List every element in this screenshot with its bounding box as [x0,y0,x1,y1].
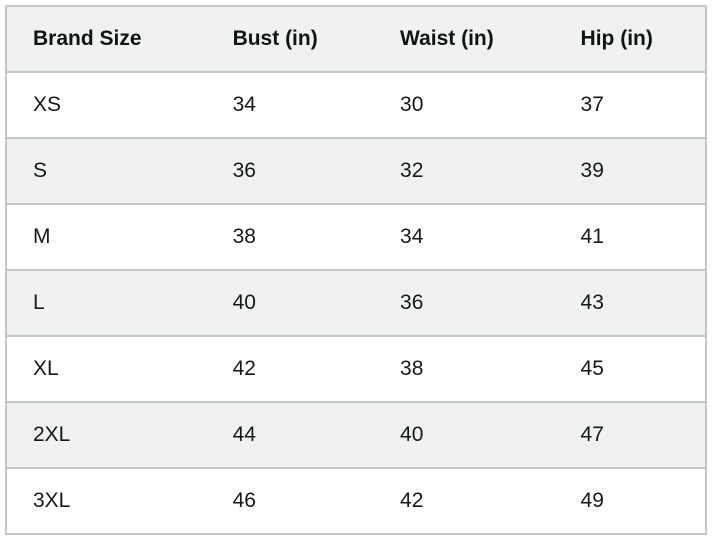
size-chart-container: Brand Size Bust (in) Waist (in) Hip (in)… [5,5,707,535]
cell-bust: 38 [206,203,375,270]
cell-waist: 40 [374,401,555,468]
table-row-xs: XS 34 30 37 [6,71,706,138]
size-chart-body: XS 34 30 37 S 36 32 39 M 38 34 41 L 40 3… [6,71,706,534]
cell-waist: 42 [374,467,555,534]
table-row-3xl: 3XL 46 42 49 [6,467,706,534]
cell-hip: 39 [554,137,706,204]
cell-size: L [6,269,207,336]
cell-waist: 32 [374,137,555,204]
header-row: Brand Size Bust (in) Waist (in) Hip (in) [6,6,706,72]
table-row-m: M 38 34 41 [6,203,706,270]
column-header-bust: Bust (in) [206,6,375,72]
cell-waist: 30 [374,71,555,138]
table-row-2xl: 2XL 44 40 47 [6,401,706,468]
column-header-hip: Hip (in) [554,6,706,72]
table-row-l: L 40 36 43 [6,269,706,336]
cell-bust: 34 [206,71,375,138]
size-chart-header: Brand Size Bust (in) Waist (in) Hip (in) [6,6,706,72]
cell-hip: 47 [554,401,706,468]
cell-hip: 37 [554,71,706,138]
cell-bust: 44 [206,401,375,468]
cell-hip: 43 [554,269,706,336]
cell-hip: 49 [554,467,706,534]
cell-size: 3XL [6,467,207,534]
cell-waist: 36 [374,269,555,336]
cell-waist: 38 [374,335,555,402]
cell-waist: 34 [374,203,555,270]
column-header-waist: Waist (in) [374,6,555,72]
cell-hip: 45 [554,335,706,402]
cell-size: 2XL [6,401,207,468]
table-row-xl: XL 42 38 45 [6,335,706,402]
cell-size: XS [6,71,207,138]
cell-hip: 41 [554,203,706,270]
table-row-s: S 36 32 39 [6,137,706,204]
size-chart-table: Brand Size Bust (in) Waist (in) Hip (in)… [5,5,707,535]
cell-size: XL [6,335,207,402]
cell-bust: 46 [206,467,375,534]
cell-bust: 40 [206,269,375,336]
column-header-brand-size: Brand Size [6,6,207,72]
cell-size: S [6,137,207,204]
cell-size: M [6,203,207,270]
cell-bust: 42 [206,335,375,402]
cell-bust: 36 [206,137,375,204]
